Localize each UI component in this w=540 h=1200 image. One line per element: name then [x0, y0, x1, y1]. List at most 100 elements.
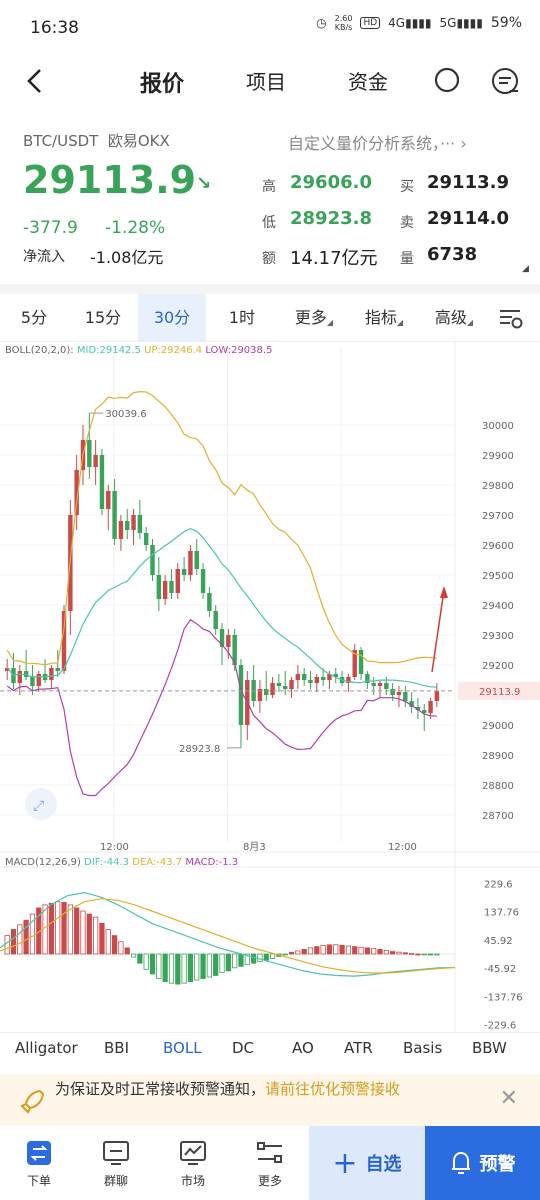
indicator-ao[interactable]: AO	[292, 1039, 314, 1057]
price-tick-label: 28700	[482, 811, 514, 822]
indicator-basis[interactable]: Basis	[403, 1039, 443, 1057]
price-alert-button[interactable]: 预警	[425, 1126, 540, 1200]
macd-histogram-bar	[232, 953, 238, 969]
optimize-alert-link[interactable]: 请前往优化预警接收	[265, 1080, 401, 1098]
macd-histogram-bar	[17, 924, 23, 955]
candle-body	[434, 690, 440, 701]
macd-histogram-bar	[314, 946, 320, 955]
candle-body	[409, 701, 414, 707]
tab-quote[interactable]: 报价	[140, 72, 185, 97]
candle-body	[371, 683, 376, 686]
plus-icon: +	[332, 1145, 358, 1181]
macd-histogram-bar	[29, 913, 36, 955]
macd-histogram-bar	[421, 953, 427, 956]
more-button[interactable]: 更多	[231, 1126, 309, 1200]
macd-histogram-bar	[396, 951, 402, 955]
macd-histogram-bar	[282, 953, 288, 956]
back-arrow-icon[interactable]	[22, 66, 50, 96]
tab-funds[interactable]: 资金	[348, 70, 389, 94]
candle-body	[270, 683, 275, 695]
macd-histogram-bar	[181, 953, 187, 984]
candle-body	[74, 470, 79, 515]
macd-histogram-bar	[93, 916, 99, 955]
market-button[interactable]: 市场	[154, 1126, 232, 1200]
custom-analysis-link[interactable]: 自定义量价分析系统，··· ›	[288, 134, 467, 153]
period-30m[interactable]: 30分	[138, 294, 206, 342]
period-1h[interactable]: 1时	[228, 308, 256, 327]
chart-settings-icon[interactable]	[498, 308, 524, 330]
chat-menu-icon[interactable]	[490, 66, 520, 96]
macd-histogram-bar	[124, 947, 130, 955]
group-chat-button[interactable]: 群聊	[77, 1126, 155, 1200]
candle-body	[390, 689, 395, 695]
candle-body	[93, 455, 98, 467]
macd-dif-line	[0, 891, 456, 977]
macd-histogram-bar	[23, 919, 29, 955]
price-tick-label: 29700	[482, 511, 514, 522]
macd-histogram-bar	[358, 946, 364, 955]
candle-body	[200, 569, 206, 593]
close-icon[interactable]: ✕	[499, 1086, 518, 1111]
macd-histogram-bar	[288, 952, 295, 955]
macd-histogram-bar	[371, 948, 377, 955]
time-tick-label: 12:00	[388, 842, 417, 853]
tab-project[interactable]: 项目	[246, 70, 287, 94]
price-tick-label: 28800	[482, 781, 514, 792]
candlestick-chart[interactable]: 30000 29900 29800 29700 29600 29500 29400 29300…	[0, 342, 540, 1032]
candle-body	[188, 551, 193, 575]
macd-histogram-bar	[200, 953, 206, 979]
macd-histogram-bar	[301, 948, 307, 955]
macd-histogram-bar	[74, 907, 80, 955]
candle-body	[30, 677, 35, 686]
macd-dea-line	[0, 898, 456, 974]
advanced-menu[interactable]: 高级◢	[434, 308, 474, 327]
candle-body	[99, 455, 105, 509]
macd-histogram-bar	[408, 952, 415, 955]
candle-body	[118, 521, 124, 539]
stat-high-value: 29606.0	[290, 172, 372, 193]
macd-histogram-bar	[118, 941, 124, 955]
indicator-dc[interactable]: DC	[232, 1039, 255, 1057]
indicator-menu[interactable]: 指标◢	[364, 308, 404, 327]
top-header: 报价 项目 资金	[0, 56, 540, 106]
macd-histogram-bar	[99, 922, 105, 955]
candle-body	[207, 593, 212, 611]
indicator-alligator[interactable]: Alligator	[15, 1039, 78, 1057]
hd-icon: HD	[360, 17, 381, 29]
price-tick-label: 28900	[482, 751, 514, 762]
expand-corner-icon[interactable]: ◢	[522, 264, 529, 274]
macd-histogram-bar	[143, 953, 149, 970]
network-speed: 2.60 KB/s	[334, 14, 353, 32]
indicator-bbi[interactable]: BBI	[104, 1039, 130, 1057]
quote-panel: BTC/USDT 欧易OKX 29113.9↘ -377.9 -1.28% 净流…	[0, 120, 540, 282]
annotation-arrow	[431, 589, 445, 673]
macd-tick-label: 137.76	[484, 908, 519, 919]
macd-histogram-bar	[295, 950, 301, 955]
stat-high-label: 高	[262, 179, 276, 195]
boll-legend: BOLL(20,2,0): MID:29142.5 UP:29246.4 LOW…	[5, 345, 273, 356]
candle-body	[396, 692, 402, 695]
candle-body	[308, 680, 313, 683]
signal-5g-icon: 5G▮▮▮▮	[439, 16, 483, 30]
chat-icon	[103, 1141, 129, 1165]
macd-histogram-bar	[168, 953, 175, 984]
macd-histogram-bar	[175, 953, 181, 985]
stat-bid-label: 买	[400, 179, 414, 195]
macd-histogram-bar	[225, 953, 231, 972]
down-arrow-icon: ↘	[196, 173, 212, 194]
bottom-bar: 下单 群聊 市场 更多 + 自选	[0, 1126, 540, 1200]
search-icon[interactable]	[433, 66, 463, 96]
indicator-atr[interactable]: ATR	[344, 1039, 373, 1057]
add-watchlist-button[interactable]: + 自选	[309, 1126, 425, 1200]
period-more[interactable]: 更多◢	[294, 308, 334, 327]
period-15m[interactable]: 15分	[84, 308, 122, 327]
period-5m[interactable]: 5分	[20, 308, 48, 327]
order-button[interactable]: 下单	[0, 1126, 78, 1200]
candle-body	[301, 674, 307, 680]
price-tick-label: 29200	[482, 661, 514, 672]
candle-body	[333, 674, 338, 677]
macd-tick-label: 45.92	[484, 936, 513, 947]
indicator-bbw[interactable]: BBW	[472, 1039, 507, 1057]
macd-histogram-bar	[257, 953, 263, 963]
indicator-boll[interactable]: BOLL	[163, 1039, 202, 1057]
